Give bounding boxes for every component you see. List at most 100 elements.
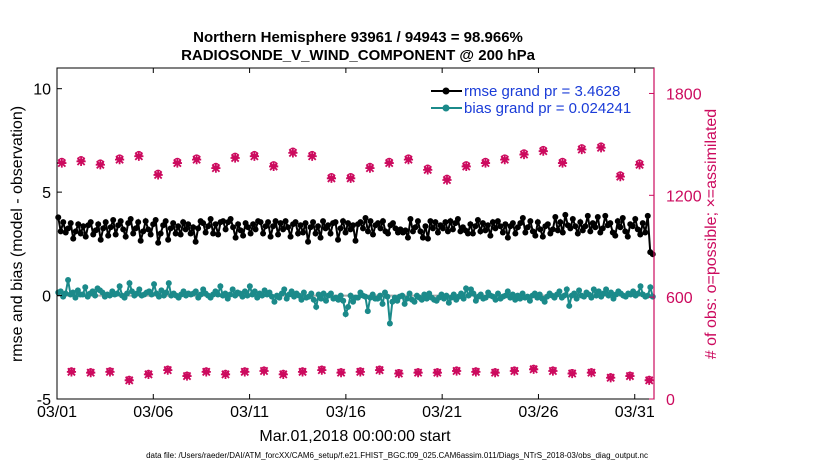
obs-assimilated-point xyxy=(490,368,500,378)
rmse-point xyxy=(95,221,102,228)
bias-point xyxy=(445,299,452,306)
obs-assimilated-point xyxy=(182,371,192,381)
rmse-point xyxy=(432,219,439,226)
bias-point xyxy=(649,293,656,300)
obs-assimilated-point xyxy=(114,155,125,165)
bias-point xyxy=(345,303,352,310)
rmse-point xyxy=(639,220,646,227)
y-axis-label-left: rmse and bias (model - observation) xyxy=(9,106,26,362)
rmse-point xyxy=(504,234,511,241)
bias-point xyxy=(300,289,307,296)
rmse-point xyxy=(340,218,347,225)
bias-point xyxy=(298,296,305,303)
bias-point xyxy=(124,290,131,297)
rmse-point xyxy=(122,233,129,240)
rmse-point xyxy=(305,238,312,245)
obs-assimilated-point xyxy=(278,369,288,379)
y-axis-label-right: # of obs: o=possible; ×=assimilated xyxy=(703,109,720,359)
rmse-point xyxy=(469,230,476,237)
rmse-point xyxy=(522,229,529,236)
rmse-point xyxy=(549,226,556,233)
bias-point xyxy=(411,298,418,305)
bias-point xyxy=(222,290,229,297)
rmse-point xyxy=(67,220,74,227)
bias-point xyxy=(526,297,533,304)
bias-point xyxy=(72,294,79,301)
bias-point xyxy=(239,293,246,300)
rmse-point xyxy=(559,229,566,236)
rmse-point xyxy=(70,235,77,242)
rmse-point xyxy=(539,233,546,240)
rmse-point xyxy=(72,228,79,235)
rmse-point xyxy=(369,231,376,238)
obs-assimilated-point xyxy=(57,158,67,168)
bias-point xyxy=(268,293,275,300)
rmse-point xyxy=(614,218,621,225)
rmse-point xyxy=(77,230,84,237)
bias-point xyxy=(310,296,317,303)
bias-point xyxy=(340,297,347,304)
x-axis-label: Mar.01,2018 00:00:00 start xyxy=(259,428,451,445)
rmse-point xyxy=(367,218,374,225)
rmse-point xyxy=(574,230,581,237)
rmse-point xyxy=(112,231,119,238)
y-tick-label-left: 5 xyxy=(42,185,51,202)
bias-point xyxy=(214,291,221,298)
bias-series xyxy=(55,277,656,327)
rmse-point xyxy=(502,221,509,228)
rmse-point xyxy=(377,225,384,232)
rmse-point xyxy=(537,226,544,233)
bias-point xyxy=(637,283,644,290)
x-tick-label: 03/06 xyxy=(133,404,173,421)
bias-point xyxy=(463,285,470,292)
obs-assimilated-point xyxy=(471,367,481,377)
rmse-point xyxy=(325,222,332,229)
obs-assimilated-point xyxy=(153,170,163,180)
bias-point xyxy=(62,290,69,297)
legend-bias-marker xyxy=(442,104,450,112)
axis-ticks: 03/01 03/06 03/11 03/16 03/21 03/26 03/31 -5 0 5 1… xyxy=(33,68,702,421)
rmse-point xyxy=(644,212,651,219)
rmse-point xyxy=(100,225,107,232)
bias-point xyxy=(114,290,121,297)
bias-point xyxy=(482,294,489,301)
rmse-point xyxy=(332,219,339,226)
rmse-point xyxy=(554,227,561,234)
rmse-point xyxy=(624,233,631,240)
bias-point xyxy=(192,288,199,295)
rmse-point xyxy=(227,216,234,223)
rmse-point xyxy=(292,219,299,226)
legend-rmse-label: rmse grand pr = 3.4628 xyxy=(464,83,620,100)
obs-assimilated-point xyxy=(192,155,202,165)
bias-point xyxy=(566,302,573,309)
obs-assimilated-point xyxy=(201,367,211,377)
bias-point xyxy=(541,298,548,305)
rmse-point xyxy=(642,229,649,236)
rmse-point xyxy=(162,218,169,225)
rmse-point xyxy=(247,230,254,237)
rmse-point xyxy=(527,218,534,225)
rmse-point xyxy=(619,214,626,221)
rmse-point xyxy=(534,219,541,226)
obs-assimilated-point xyxy=(355,367,365,377)
obs-assimilated-point xyxy=(172,158,182,168)
rmse-point xyxy=(295,230,302,237)
rmse-point xyxy=(237,227,244,234)
rmse-point xyxy=(362,214,369,221)
rmse-point xyxy=(155,239,162,246)
bias-point xyxy=(136,286,143,293)
bias-point xyxy=(227,291,234,298)
obs-assimilated-point xyxy=(452,366,462,376)
rmse-point xyxy=(634,226,641,233)
x-tick-label: 03/21 xyxy=(422,404,462,421)
rmse-point xyxy=(389,220,396,227)
bias-point xyxy=(571,290,578,297)
rmse-point xyxy=(617,224,624,231)
rmse-point xyxy=(172,230,179,237)
obs-assimilated-point xyxy=(384,158,394,168)
obs-assimilated-point xyxy=(519,149,529,160)
bias-point xyxy=(406,290,413,297)
bias-point xyxy=(494,290,501,297)
obs-assimilated-point xyxy=(538,146,548,156)
